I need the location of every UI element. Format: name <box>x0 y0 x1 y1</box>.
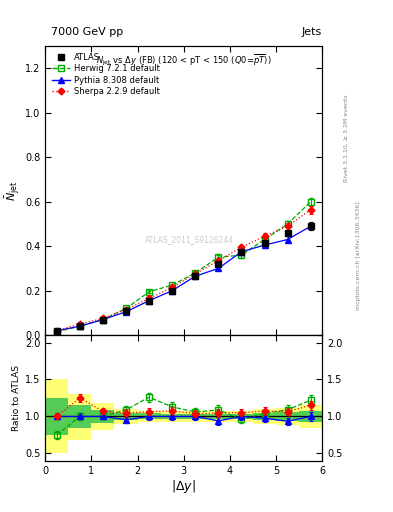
Text: mcplots.cern.ch [arXiv:1306.3436]: mcplots.cern.ch [arXiv:1306.3436] <box>356 202 361 310</box>
Y-axis label: Ratio to ATLAS: Ratio to ATLAS <box>12 365 21 431</box>
Text: $N_\mathrm{jet}$ vs $\Delta y$ (FB) (120 < pT < 150 ($Q0\!=\!\overline{pT}$)): $N_\mathrm{jet}$ vs $\Delta y$ (FB) (120… <box>96 53 272 69</box>
Y-axis label: $\bar{N}_\mathrm{jet}$: $\bar{N}_\mathrm{jet}$ <box>4 180 22 201</box>
Legend: ATLAS, Herwig 7.2.1 default, Pythia 8.308 default, Sherpa 2.2.9 default: ATLAS, Herwig 7.2.1 default, Pythia 8.30… <box>50 50 163 99</box>
Text: Rivet 3.1.10, ≥ 3.2M events: Rivet 3.1.10, ≥ 3.2M events <box>344 94 349 182</box>
X-axis label: $|\Delta y|$: $|\Delta y|$ <box>171 478 196 496</box>
Text: ATLAS_2011_S9126244: ATLAS_2011_S9126244 <box>145 235 234 244</box>
Text: 7000 GeV pp: 7000 GeV pp <box>51 27 123 37</box>
Text: Jets: Jets <box>302 27 322 37</box>
